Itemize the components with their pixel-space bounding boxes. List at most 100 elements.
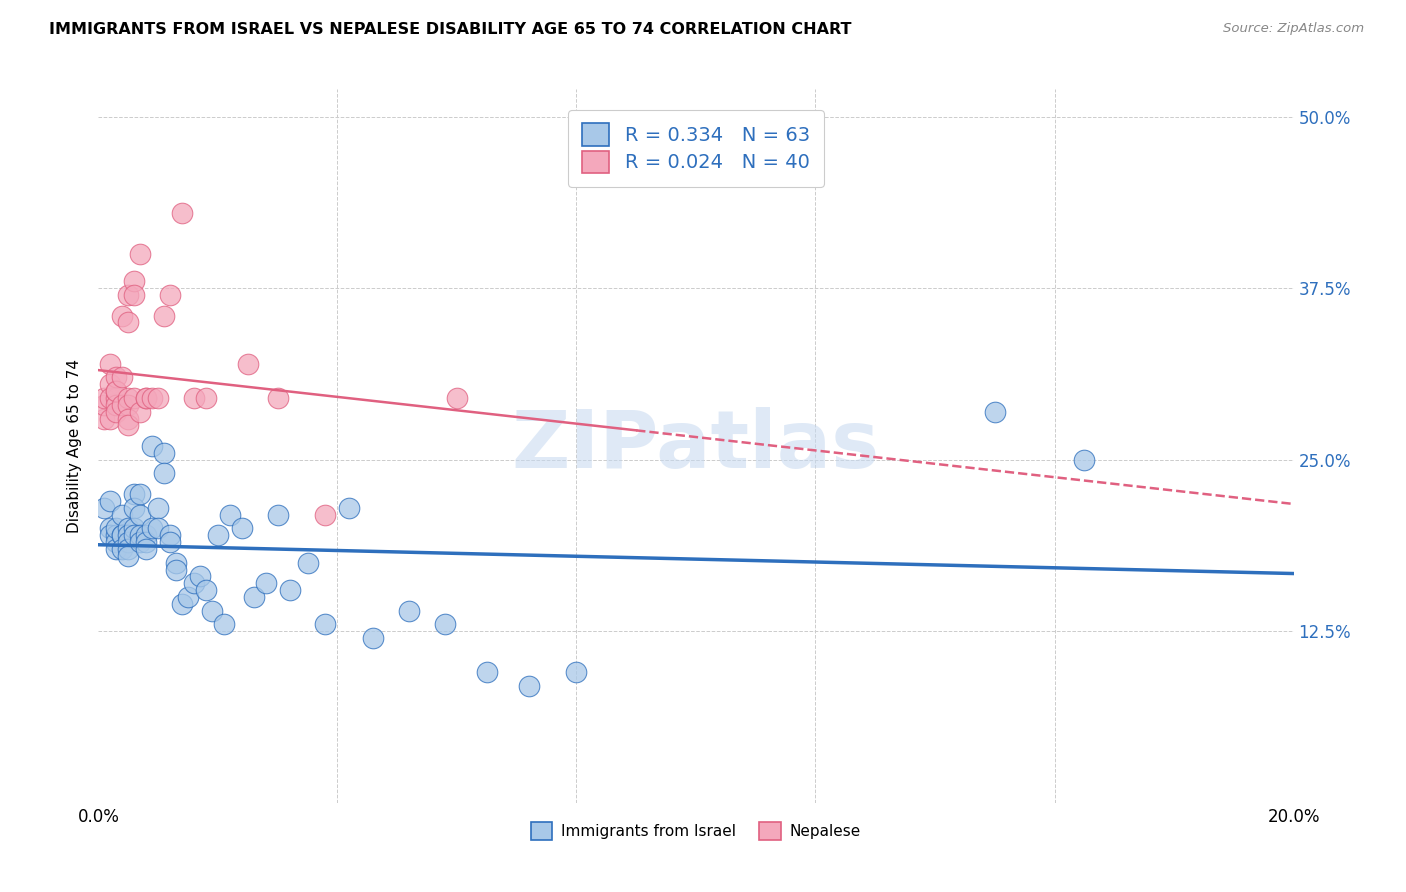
Point bbox=[135, 541, 157, 556]
Point bbox=[105, 370, 128, 384]
Point bbox=[98, 377, 122, 392]
Point bbox=[93, 411, 115, 425]
Point bbox=[117, 528, 139, 542]
Point bbox=[446, 391, 468, 405]
Point bbox=[105, 528, 128, 542]
Point bbox=[231, 521, 253, 535]
Point bbox=[195, 391, 218, 405]
Point bbox=[105, 384, 128, 398]
Text: ZIPatlas: ZIPatlas bbox=[512, 407, 880, 485]
Point bbox=[98, 411, 122, 425]
Point bbox=[93, 398, 115, 412]
Point bbox=[105, 384, 128, 398]
Point bbox=[177, 590, 200, 604]
Point bbox=[183, 391, 205, 405]
Point bbox=[117, 316, 139, 330]
Point bbox=[141, 439, 163, 453]
Point bbox=[517, 679, 540, 693]
Point bbox=[129, 535, 152, 549]
Point bbox=[195, 583, 218, 598]
Point bbox=[153, 446, 176, 460]
Point bbox=[129, 247, 152, 261]
Point bbox=[183, 576, 205, 591]
Point bbox=[315, 508, 337, 522]
Point bbox=[165, 562, 187, 576]
Text: Source: ZipAtlas.com: Source: ZipAtlas.com bbox=[1223, 22, 1364, 36]
Point bbox=[98, 521, 122, 535]
Point bbox=[124, 288, 146, 302]
Point bbox=[153, 309, 176, 323]
Point bbox=[207, 528, 229, 542]
Point bbox=[117, 418, 139, 433]
Y-axis label: Disability Age 65 to 74: Disability Age 65 to 74 bbox=[67, 359, 83, 533]
Point bbox=[111, 508, 134, 522]
Point bbox=[254, 576, 277, 591]
Point bbox=[398, 604, 420, 618]
Point bbox=[159, 528, 181, 542]
Point bbox=[117, 541, 139, 556]
Point bbox=[111, 398, 134, 412]
Point bbox=[124, 487, 146, 501]
Point bbox=[98, 357, 122, 371]
Point bbox=[93, 500, 115, 515]
Point bbox=[172, 597, 194, 611]
Point bbox=[98, 528, 122, 542]
Point bbox=[111, 528, 134, 542]
Point bbox=[124, 521, 146, 535]
Point bbox=[105, 535, 128, 549]
Point bbox=[124, 500, 146, 515]
Point bbox=[475, 665, 498, 680]
Point bbox=[141, 391, 163, 405]
Point bbox=[267, 508, 290, 522]
Point bbox=[98, 391, 122, 405]
Point bbox=[212, 617, 235, 632]
Point bbox=[93, 391, 115, 405]
Point bbox=[129, 487, 152, 501]
Point bbox=[363, 631, 385, 645]
Point bbox=[117, 288, 139, 302]
Point bbox=[148, 391, 170, 405]
Point bbox=[434, 617, 457, 632]
Point bbox=[117, 521, 139, 535]
Point bbox=[117, 391, 139, 405]
Point bbox=[124, 391, 146, 405]
Point bbox=[201, 604, 224, 618]
Point bbox=[565, 665, 588, 680]
Point bbox=[105, 405, 128, 419]
Point bbox=[129, 508, 152, 522]
Point bbox=[236, 357, 259, 371]
Point bbox=[165, 556, 187, 570]
Point bbox=[315, 617, 337, 632]
Point bbox=[124, 274, 146, 288]
Point bbox=[267, 391, 290, 405]
Point bbox=[117, 549, 139, 563]
Point bbox=[148, 521, 170, 535]
Point bbox=[111, 541, 134, 556]
Point bbox=[129, 528, 152, 542]
Point bbox=[117, 398, 139, 412]
Point bbox=[111, 370, 134, 384]
Point bbox=[135, 391, 157, 405]
Point bbox=[135, 391, 157, 405]
Point bbox=[124, 528, 146, 542]
Point bbox=[129, 405, 152, 419]
Point bbox=[117, 535, 139, 549]
Point bbox=[1073, 452, 1095, 467]
Point bbox=[159, 535, 181, 549]
Point bbox=[105, 391, 128, 405]
Text: IMMIGRANTS FROM ISRAEL VS NEPALESE DISABILITY AGE 65 TO 74 CORRELATION CHART: IMMIGRANTS FROM ISRAEL VS NEPALESE DISAB… bbox=[49, 22, 852, 37]
Point bbox=[105, 541, 128, 556]
Point bbox=[105, 398, 128, 412]
Legend: Immigrants from Israel, Nepalese: Immigrants from Israel, Nepalese bbox=[522, 813, 870, 848]
Point bbox=[111, 528, 134, 542]
Point bbox=[117, 411, 139, 425]
Point bbox=[297, 556, 319, 570]
Point bbox=[172, 205, 194, 219]
Point bbox=[105, 521, 128, 535]
Point bbox=[153, 467, 176, 481]
Point bbox=[98, 494, 122, 508]
Point bbox=[278, 583, 301, 598]
Point bbox=[148, 500, 170, 515]
Point bbox=[339, 500, 361, 515]
Point bbox=[135, 535, 157, 549]
